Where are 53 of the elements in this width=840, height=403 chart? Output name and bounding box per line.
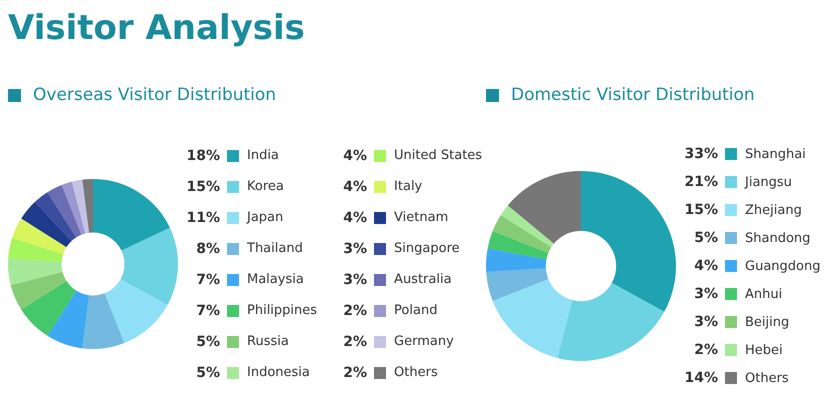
legend-label: Thailand [247, 241, 303, 256]
data-label: 2% [342, 302, 368, 318]
legend-label: Others [745, 370, 789, 386]
data-label: 2% [342, 364, 368, 380]
legend-label: Poland [394, 303, 438, 318]
legend-label: Singapore [394, 241, 460, 256]
legend-label: Guangdong [745, 258, 820, 274]
legend-label: Others [394, 365, 438, 380]
data-label: 3% [693, 286, 718, 302]
legend-label: United States [394, 148, 482, 163]
legend-label: Jiangsu [745, 174, 792, 190]
legend-label: Shandong [745, 230, 810, 246]
text: Visitor Analysis [8, 8, 305, 48]
data-label: 3% [693, 314, 718, 330]
data-label: 4% [342, 210, 368, 226]
legend-label: Philippines [247, 303, 318, 318]
data-label: 18% [185, 148, 220, 164]
data-label: 4% [342, 178, 368, 194]
data-label: 7% [195, 272, 220, 288]
data-label: 14% [683, 370, 718, 386]
legend-label: Anhui [745, 286, 782, 302]
data-label: 7% [195, 302, 220, 318]
legend-label: Zhejiang [745, 202, 802, 218]
data-label: 8% [195, 240, 220, 256]
data-label: 5% [195, 364, 220, 380]
legend-label: Shanghai [745, 146, 806, 162]
legend-label: Japan [247, 210, 284, 225]
chart-title: Overseas Visitor Distribution [33, 85, 276, 105]
data-label: 15% [185, 178, 220, 194]
data-label: 33% [683, 146, 718, 162]
data-label: 11% [185, 210, 220, 226]
data-label: 2% [693, 342, 718, 358]
data-label: 3% [342, 272, 368, 288]
legend-label: Beijing [745, 314, 790, 330]
legend-label: Germany [394, 334, 454, 349]
data-label: 15% [683, 202, 718, 218]
data-label: 4% [693, 258, 718, 274]
data-label: 5% [693, 230, 718, 246]
legend-label: Korea [247, 179, 284, 194]
legend-label: Hebei [745, 342, 783, 358]
data-label: 4% [342, 148, 368, 164]
legend-label: Indonesia [247, 365, 310, 380]
legend-label: Malaysia [247, 272, 304, 287]
legend-label: India [247, 148, 279, 163]
data-label: 2% [342, 334, 368, 350]
legend-label: Italy [394, 179, 422, 194]
data-label: 5% [195, 334, 220, 350]
legend-label: Australia [394, 272, 452, 287]
legend-label: Russia [247, 334, 289, 349]
legend-label: Vietnam [394, 210, 448, 225]
chart-title: Domestic Visitor Distribution [511, 85, 755, 105]
data-label: 3% [342, 240, 368, 256]
data-label: 21% [683, 174, 718, 190]
